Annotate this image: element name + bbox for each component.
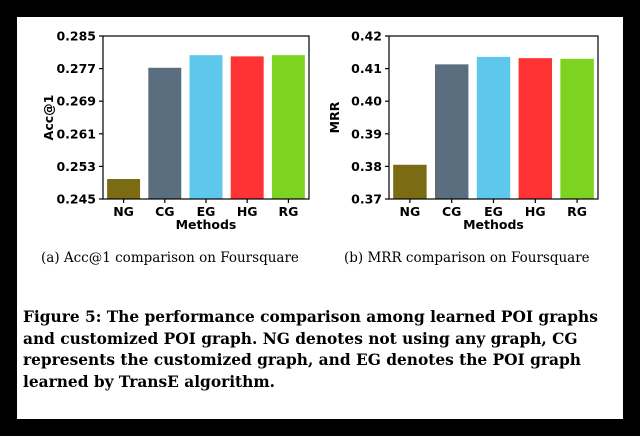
y-tick-label: 0.40 (351, 94, 382, 109)
x-tick-label: EG (484, 204, 503, 219)
x-tick-label: CG (442, 204, 461, 219)
y-tick-label: 0.41 (351, 61, 382, 76)
bar-eg (189, 55, 223, 200)
x-tick-label: RG (278, 204, 298, 219)
y-tick-label: 0.37 (351, 192, 382, 207)
bar-rg (271, 55, 305, 200)
x-tick-label: RG (567, 204, 587, 219)
bar-cg (434, 64, 469, 199)
x-tick-label: HG (237, 204, 258, 219)
y-tick-label: 0.42 (351, 29, 382, 44)
y-tick-label: 0.277 (56, 61, 96, 76)
bar-ng (107, 179, 141, 199)
x-tick-label: CG (155, 204, 174, 219)
x-tick-label: HG (525, 204, 546, 219)
x-axis-label: Methods (463, 217, 524, 232)
bar-eg (476, 56, 511, 199)
y-tick-label: 0.38 (351, 159, 382, 174)
y-tick-label: 0.253 (56, 159, 96, 174)
y-tick-label: 0.285 (56, 29, 96, 44)
subcaption-b: (b) MRR comparison on Foursquare (344, 250, 590, 266)
x-axis-label: Methods (176, 217, 237, 232)
y-tick-label: 0.39 (351, 126, 382, 141)
subcaption-a: (a) Acc@1 comparison on Foursquare (41, 250, 299, 266)
y-tick-label: 0.269 (56, 94, 96, 109)
figure-page: 0.245 0.253 0.261 0.269 0.277 0.285 NG CG EG HG RG… (17, 17, 623, 419)
bar-cg (148, 67, 182, 199)
bar-hg (230, 56, 264, 200)
figure-caption: Figure 5: The performance comparison amo… (23, 308, 598, 391)
x-tick-label: NG (113, 204, 134, 219)
y-axis-label: MRR (327, 101, 342, 133)
x-tick-label: NG (400, 204, 421, 219)
bar-hg (518, 58, 553, 199)
bar-charts: 0.245 0.253 0.261 0.269 0.277 0.285 NG CG EG HG RG… (41, 29, 599, 232)
y-tick-label: 0.261 (56, 126, 96, 141)
y-axis-label: Acc@1 (41, 95, 56, 141)
y-tick-label: 0.245 (56, 192, 96, 207)
bar-rg (560, 58, 594, 199)
bar-ng (393, 164, 427, 199)
x-tick-label: EG (197, 204, 216, 219)
